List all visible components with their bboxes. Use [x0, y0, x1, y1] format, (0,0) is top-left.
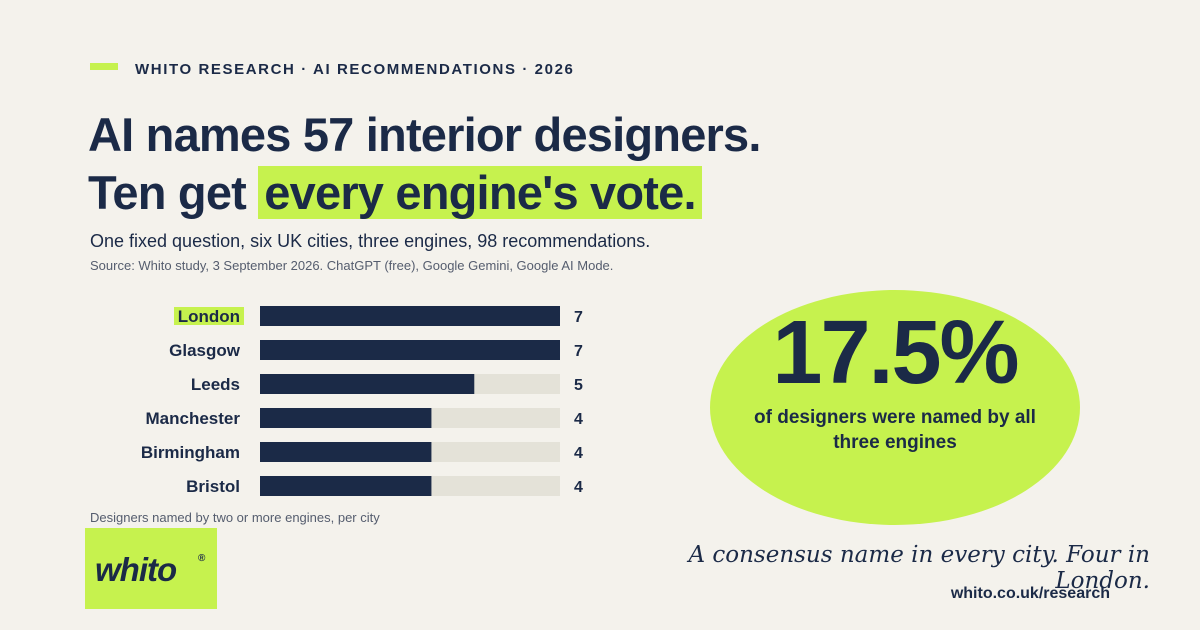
category-label-manchester: Manchester [146, 409, 241, 428]
tagline: A consensus name in every city. Four in … [688, 542, 1150, 594]
stat-highlight-blob [710, 290, 1080, 525]
chart-caption: Designers named by two or more engines, … [90, 510, 380, 525]
subtitle: One fixed question, six UK cities, three… [90, 231, 651, 251]
value-label-leeds: 5 [574, 377, 583, 394]
eyebrow-accent-bar [90, 63, 118, 70]
big-stat-value: 17.5% [772, 303, 1019, 403]
logo-wordmark: whito [95, 551, 177, 588]
bar-bristol [260, 476, 432, 496]
headline-line-2-prefix: Ten get [88, 166, 247, 219]
research-url-link[interactable]: whito.co.uk/research [950, 585, 1110, 602]
headline-line-1: AI names 57 interior designers. [88, 108, 761, 161]
value-label-manchester: 4 [574, 411, 583, 428]
highlight-london [174, 307, 244, 325]
category-label-birmingham: Birmingham [141, 443, 240, 462]
eyebrow-text: WHITO RESEARCH · AI RECOMMENDATIONS · 20… [135, 61, 575, 78]
city-bar-chart: London 7 Glasgow 7 Leeds 5 Manchester 4 Birmingh… [141, 306, 583, 496]
source-note: Source: Whito study, 3 September 2026. C… [90, 258, 614, 273]
value-label-glasgow: 7 [574, 343, 583, 360]
bar-manchester [260, 408, 432, 428]
bar-leeds [260, 374, 475, 394]
stat-caption: of designers were named by all three eng… [754, 407, 1036, 453]
value-label-london: 7 [574, 309, 583, 326]
headline: AI names 57 interior designers. Ten get … [88, 106, 761, 222]
headline-highlight: every engine's vote. [258, 166, 702, 219]
bar-birmingham [260, 442, 432, 462]
registered-mark-icon: ® [198, 553, 206, 564]
category-label-glasgow: Glasgow [169, 341, 241, 360]
value-label-bristol: 4 [574, 479, 583, 496]
whito-logo[interactable]: whito ® [85, 528, 217, 609]
value-label-birmingham: 4 [574, 445, 583, 462]
category-label-london: London [178, 307, 240, 326]
category-label-bristol: Bristol [186, 477, 240, 496]
bar-glasgow [260, 340, 560, 360]
bar-london [260, 306, 560, 326]
category-label-leeds: Leeds [191, 375, 240, 394]
